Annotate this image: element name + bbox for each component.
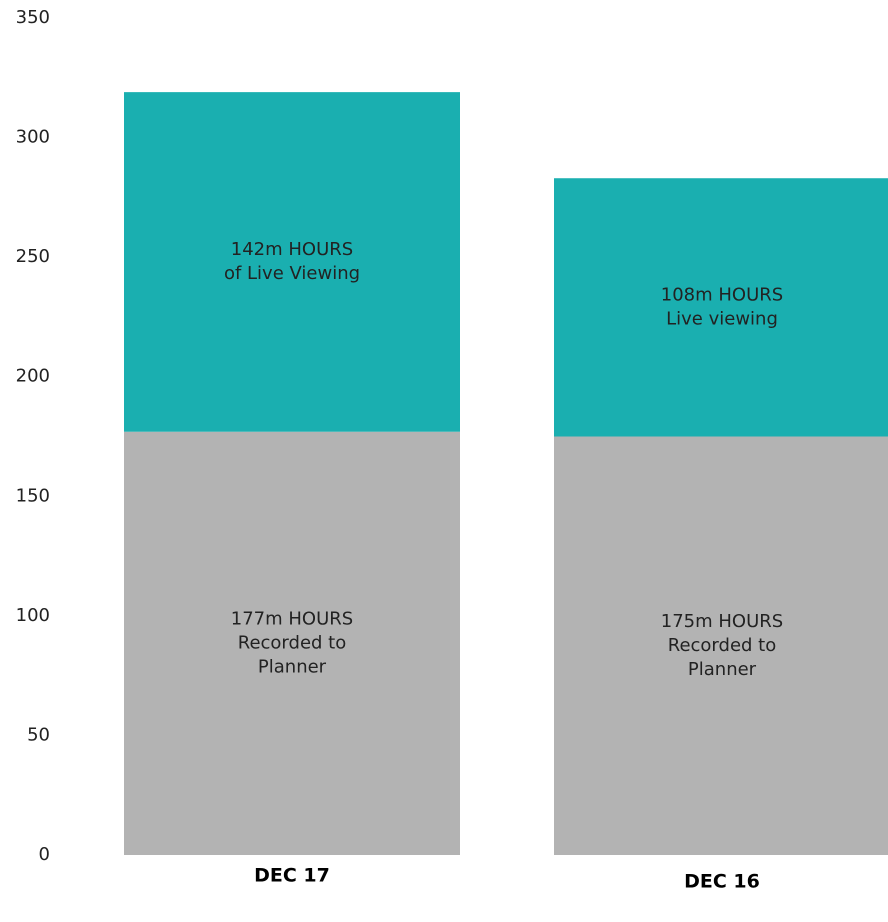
data-label: 108m HOURS bbox=[661, 284, 783, 305]
data-label: Planner bbox=[258, 656, 327, 677]
x-tick-label: DEC 17 bbox=[254, 865, 330, 887]
bar-segment bbox=[554, 178, 888, 437]
y-tick-label: 200 bbox=[16, 366, 50, 387]
y-tick-label: 100 bbox=[16, 605, 50, 626]
y-tick-label: 300 bbox=[16, 127, 50, 148]
data-label: 177m HOURS bbox=[231, 608, 353, 629]
y-tick-label: 50 bbox=[27, 724, 50, 745]
data-label: 175m HOURS bbox=[661, 611, 783, 632]
y-tick-label: 350 bbox=[16, 7, 50, 28]
data-label: of Live Viewing bbox=[224, 263, 360, 284]
y-tick-label: 150 bbox=[16, 485, 50, 506]
data-label: 142m HOURS bbox=[231, 239, 353, 260]
bar-segment bbox=[124, 431, 460, 855]
data-label: Recorded to bbox=[238, 632, 346, 653]
y-tick-label: 250 bbox=[16, 246, 50, 267]
data-label: Recorded to bbox=[668, 635, 776, 656]
bar-segment bbox=[124, 92, 460, 432]
data-label: Planner bbox=[688, 659, 757, 680]
bar-segment bbox=[554, 436, 888, 855]
data-label: Live viewing bbox=[666, 308, 778, 329]
y-tick-label: 0 bbox=[39, 844, 50, 865]
x-tick-label: DEC 16 bbox=[684, 871, 760, 893]
